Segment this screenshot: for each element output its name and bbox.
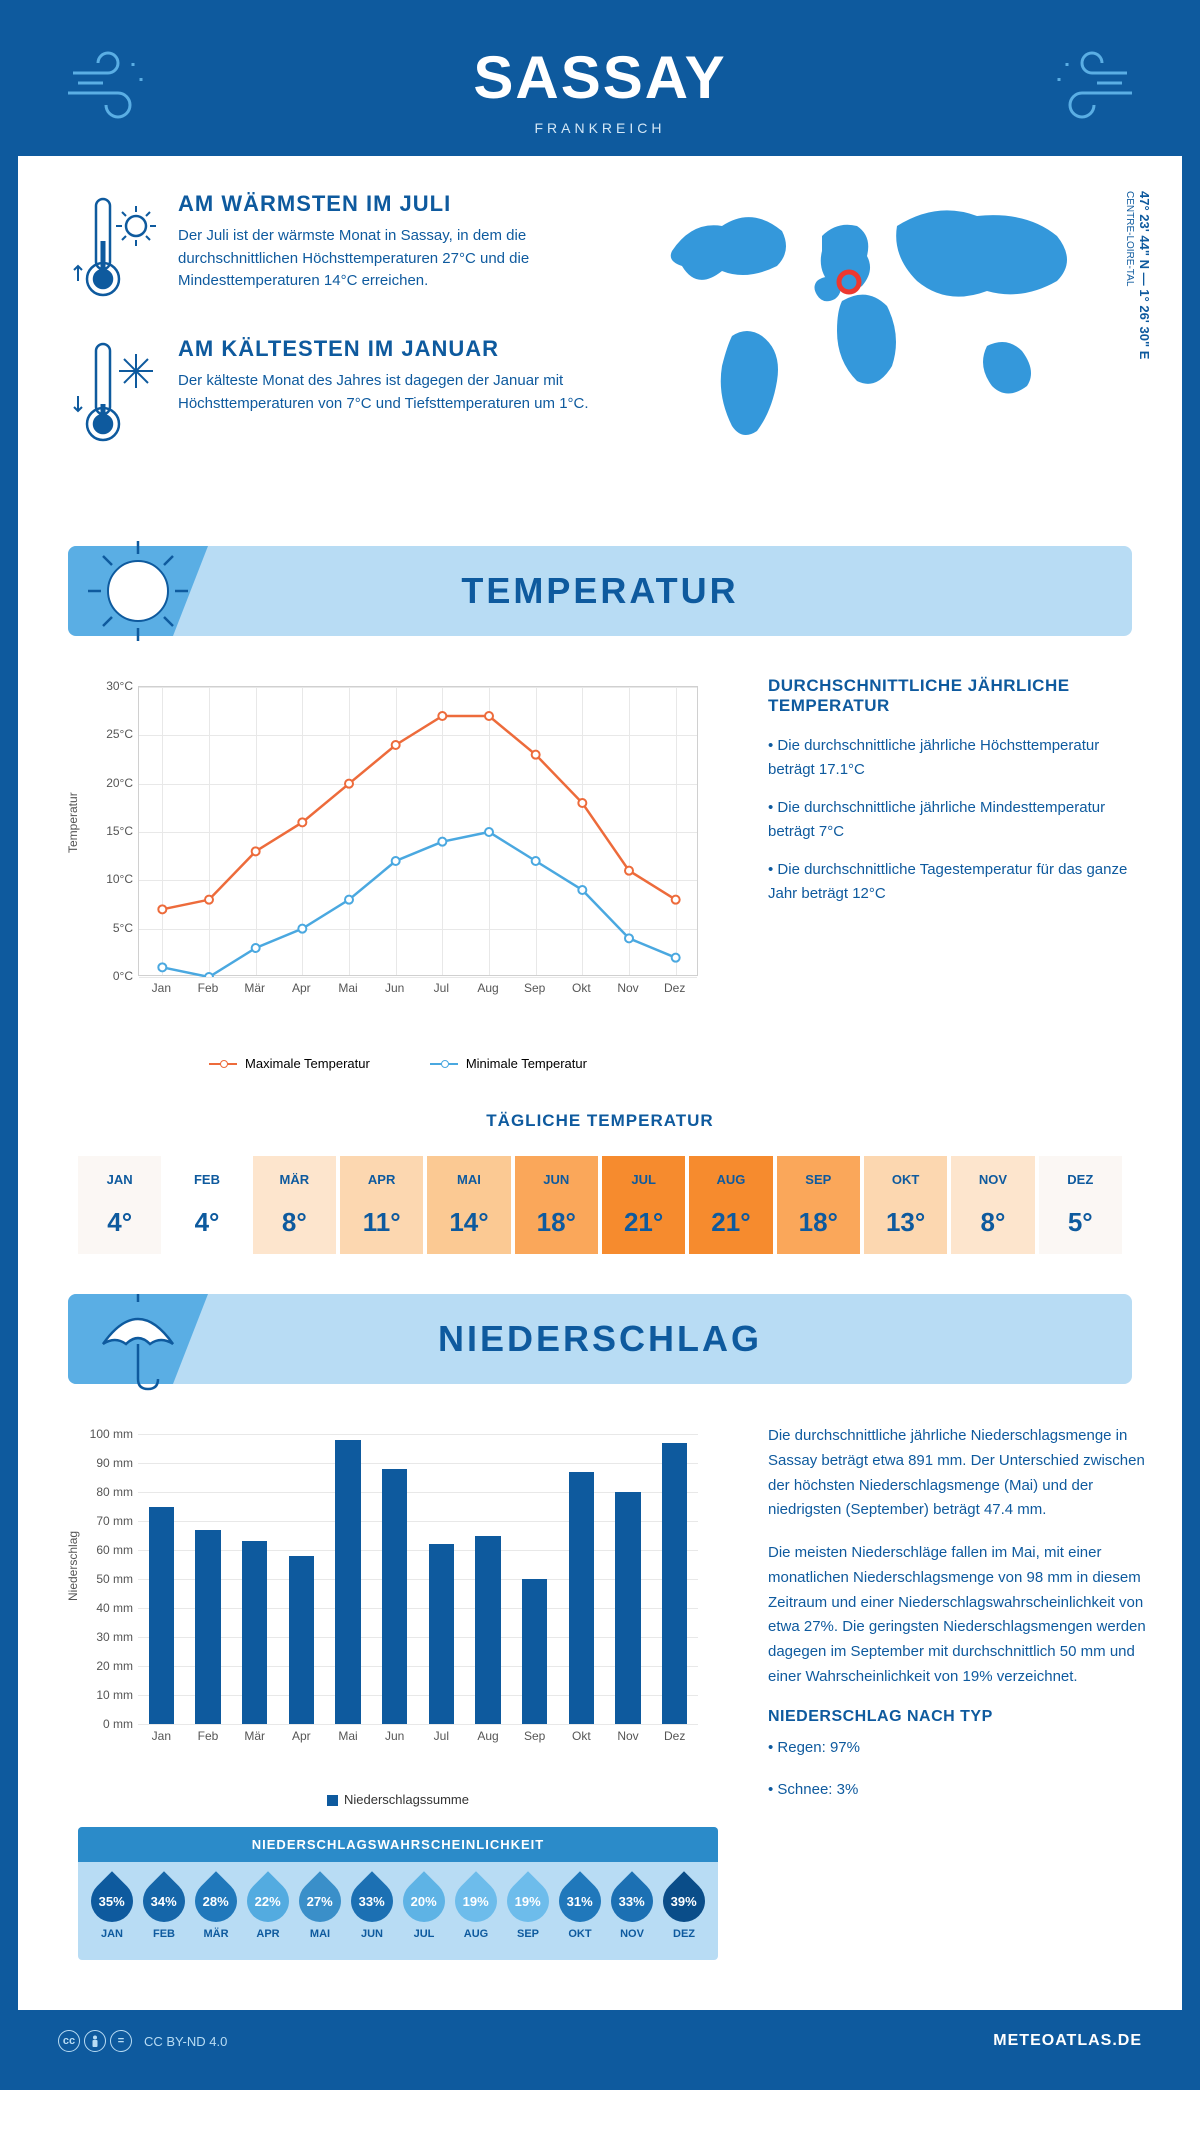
wind-icon-left xyxy=(63,48,163,128)
coordinates: 47° 23' 44" N — 1° 26' 30" E CENTRE-LOIR… xyxy=(1122,191,1152,451)
daily-temp-row: JAN4°FEB4°MÄR8°APR11°MAI14°JUN18°JUL21°A… xyxy=(78,1156,1122,1254)
daily-temp-cell: DEZ5° xyxy=(1039,1156,1122,1254)
daily-temp-title: TÄGLICHE TEMPERATUR xyxy=(78,1111,1122,1131)
page-footer: cc = CC BY-ND 4.0 METEOATLAS.DE xyxy=(18,2010,1182,2072)
precip-p1: Die durchschnittliche jährliche Niedersc… xyxy=(768,1424,1148,1523)
fact-warm-text: Der Juli ist der wärmste Monat in Sassay… xyxy=(178,225,602,293)
daily-temp-cell: JAN4° xyxy=(78,1156,161,1254)
daily-temp-cell: JUL21° xyxy=(602,1156,685,1254)
probability-drop: 22%APR xyxy=(242,1880,294,1940)
daily-temp-cell: OKT13° xyxy=(864,1156,947,1254)
probability-drop: 39%DEZ xyxy=(658,1880,710,1940)
cc-icon: cc xyxy=(58,2030,80,2052)
temp-info-title: DURCHSCHNITTLICHE JÄHRLICHE TEMPERATUR xyxy=(768,676,1148,716)
precip-type-1: • Regen: 97% xyxy=(768,1736,1148,1761)
temp-info-b2: • Die durchschnittliche jährliche Mindes… xyxy=(768,796,1148,844)
precipitation-title: NIEDERSCHLAG xyxy=(438,1318,762,1360)
precip-type-2: • Schnee: 3% xyxy=(768,1778,1148,1803)
coord-lon: 1° 26' 30" E xyxy=(1137,289,1152,359)
thermometer-cold-icon xyxy=(68,336,158,446)
thermometer-hot-icon xyxy=(68,191,158,301)
probability-drop: 34%FEB xyxy=(138,1880,190,1940)
probability-drop: 33%NOV xyxy=(606,1880,658,1940)
wind-icon-right xyxy=(1037,48,1137,128)
probability-drop: 35%JAN xyxy=(86,1880,138,1940)
sun-icon xyxy=(83,536,193,646)
brand-text: METEOATLAS.DE xyxy=(993,2032,1142,2050)
probability-drop: 31%OKT xyxy=(554,1880,606,1940)
intro-section: AM WÄRMSTEN IM JULI Der Juli ist der wär… xyxy=(18,156,1182,516)
daily-temp-cell: SEP18° xyxy=(777,1156,860,1254)
probability-box: NIEDERSCHLAGSWAHRSCHEINLICHKEIT 35%JAN34… xyxy=(78,1827,718,1960)
daily-temp-cell: MÄR8° xyxy=(253,1156,336,1254)
nd-icon: = xyxy=(110,2030,132,2052)
legend-min: Minimale Temperatur xyxy=(466,1056,587,1071)
by-icon xyxy=(84,2030,106,2052)
probability-drop: 28%MÄR xyxy=(190,1880,242,1940)
umbrella-icon xyxy=(83,1284,193,1394)
probability-title: NIEDERSCHLAGSWAHRSCHEINLICHKEIT xyxy=(78,1827,718,1862)
fact-warmest: AM WÄRMSTEN IM JULI Der Juli ist der wär… xyxy=(68,191,602,306)
coord-region: CENTRE-LOIRE-TAL xyxy=(1124,191,1135,286)
temperature-title: TEMPERATUR xyxy=(461,570,738,612)
line-chart-legend: Maximale Temperatur Minimale Temperatur xyxy=(78,1056,718,1071)
coord-lat: 47° 23' 44" N xyxy=(1137,191,1152,269)
fact-coldest: AM KÄLTESTEN IM JANUAR Der kälteste Mona… xyxy=(68,336,602,451)
daily-temp-cell: AUG21° xyxy=(689,1156,772,1254)
probability-drop: 19%SEP xyxy=(502,1880,554,1940)
temperature-section-header: TEMPERATUR xyxy=(68,546,1132,636)
bar-chart-legend: Niederschlagssumme xyxy=(78,1792,718,1807)
probability-drop: 27%MAI xyxy=(294,1880,346,1940)
cc-icons: cc = xyxy=(58,2030,132,2052)
temp-info-b3: • Die durchschnittliche Tagestemperatur … xyxy=(768,858,1148,906)
page-header: SASSAY FRANKREICH xyxy=(18,18,1182,156)
probability-drop: 19%AUG xyxy=(450,1880,502,1940)
fact-cold-title: AM KÄLTESTEN IM JANUAR xyxy=(178,336,602,362)
daily-temp-cell: APR11° xyxy=(340,1156,423,1254)
daily-temp-cell: JUN18° xyxy=(515,1156,598,1254)
daily-temp-cell: MAI14° xyxy=(427,1156,510,1254)
license-text: CC BY-ND 4.0 xyxy=(144,2034,227,2049)
daily-temp-cell: FEB4° xyxy=(165,1156,248,1254)
probability-drop: 20%JUL xyxy=(398,1880,450,1940)
precipitation-bar-chart: 0 mm10 mm20 mm30 mm40 mm50 mm60 mm70 mm8… xyxy=(78,1424,718,1784)
precipitation-section-header: NIEDERSCHLAG xyxy=(68,1294,1132,1384)
temp-info-b1: • Die durchschnittliche jährliche Höchst… xyxy=(768,734,1148,782)
temperature-line-chart: 0°C5°C10°C15°C20°C25°C30°CJanFebMärAprMa… xyxy=(78,676,718,1046)
probability-drop: 33%JUN xyxy=(346,1880,398,1940)
daily-temp-cell: NOV8° xyxy=(951,1156,1034,1254)
world-map xyxy=(642,191,1102,451)
precip-p2: Die meisten Niederschläge fallen im Mai,… xyxy=(768,1541,1148,1690)
fact-warm-title: AM WÄRMSTEN IM JULI xyxy=(178,191,602,217)
city-title: SASSAY xyxy=(18,43,1182,112)
legend-max: Maximale Temperatur xyxy=(245,1056,370,1071)
country-subtitle: FRANKREICH xyxy=(18,120,1182,136)
precip-type-title: NIEDERSCHLAG NACH TYP xyxy=(768,1708,1148,1726)
fact-cold-text: Der kälteste Monat des Jahres ist dagege… xyxy=(178,370,602,415)
